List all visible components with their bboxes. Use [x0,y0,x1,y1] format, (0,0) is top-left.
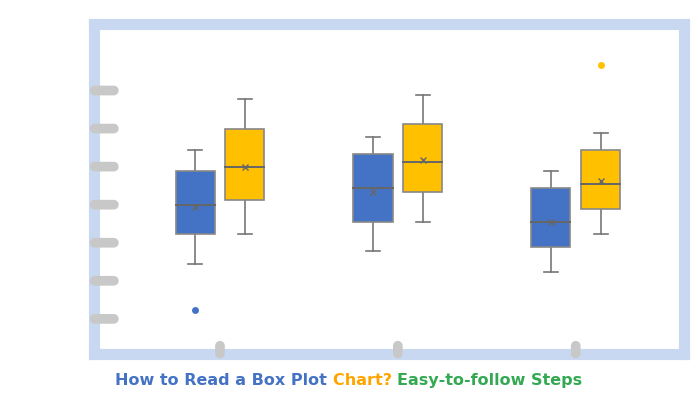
FancyBboxPatch shape [353,154,392,222]
Text: How to Read a Box Plot: How to Read a Box Plot [115,373,333,388]
FancyBboxPatch shape [531,188,570,247]
FancyBboxPatch shape [403,124,443,192]
Text: Easy-to-follow Steps: Easy-to-follow Steps [397,373,583,388]
FancyBboxPatch shape [175,171,215,234]
FancyBboxPatch shape [225,128,265,200]
Text: Chart?: Chart? [333,373,397,388]
FancyBboxPatch shape [581,150,621,209]
